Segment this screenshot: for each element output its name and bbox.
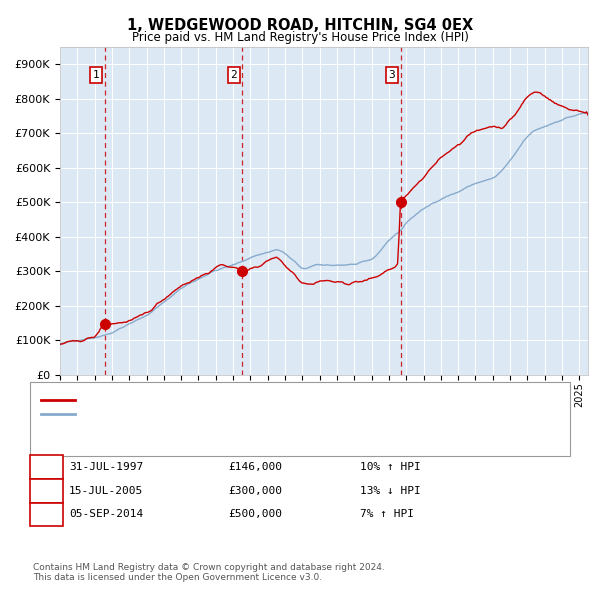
- Text: Contains HM Land Registry data © Crown copyright and database right 2024.
This d: Contains HM Land Registry data © Crown c…: [33, 563, 385, 582]
- Text: 2: 2: [43, 484, 50, 497]
- Text: £300,000: £300,000: [228, 486, 282, 496]
- Text: 1: 1: [43, 461, 50, 474]
- Text: 1, WEDGEWOOD ROAD, HITCHIN, SG4 0EX (detached house): 1, WEDGEWOOD ROAD, HITCHIN, SG4 0EX (det…: [81, 395, 397, 405]
- Text: 13% ↓ HPI: 13% ↓ HPI: [360, 486, 421, 496]
- Text: HPI: Average price, detached house, North Hertfordshire: HPI: Average price, detached house, Nort…: [81, 409, 376, 419]
- Text: HPI: Average price, detached house, North Hertfordshire: HPI: Average price, detached house, Nort…: [84, 404, 379, 414]
- Text: 15-JUL-2005: 15-JUL-2005: [69, 486, 143, 496]
- Text: £146,000: £146,000: [228, 463, 282, 472]
- Text: 10% ↑ HPI: 10% ↑ HPI: [360, 463, 421, 472]
- Text: 1: 1: [92, 70, 100, 80]
- Text: 31-JUL-1997: 31-JUL-1997: [69, 463, 143, 472]
- Text: 05-SEP-2014: 05-SEP-2014: [69, 510, 143, 519]
- Text: £500,000: £500,000: [228, 510, 282, 519]
- Text: Price paid vs. HM Land Registry's House Price Index (HPI): Price paid vs. HM Land Registry's House …: [131, 31, 469, 44]
- Text: 1, WEDGEWOOD ROAD, HITCHIN, SG4 0EX (detached house): 1, WEDGEWOOD ROAD, HITCHIN, SG4 0EX (det…: [84, 393, 400, 402]
- Text: 7% ↑ HPI: 7% ↑ HPI: [360, 510, 414, 519]
- Text: 3: 3: [389, 70, 395, 80]
- Text: 2: 2: [230, 70, 237, 80]
- Text: 1, WEDGEWOOD ROAD, HITCHIN, SG4 0EX: 1, WEDGEWOOD ROAD, HITCHIN, SG4 0EX: [127, 18, 473, 32]
- Text: 3: 3: [43, 508, 50, 521]
